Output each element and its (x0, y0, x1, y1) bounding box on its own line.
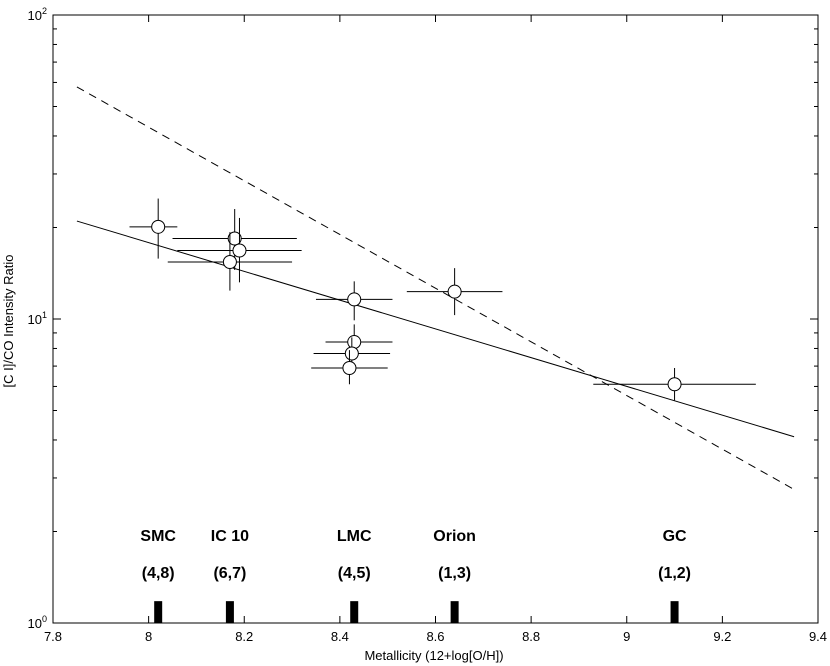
data-point (593, 367, 756, 401)
region-bar (450, 601, 459, 623)
region-name-label: IC 10 (211, 528, 249, 545)
y-tick-label: 101 (28, 310, 47, 327)
data-marker (347, 292, 362, 307)
data-marker (232, 243, 247, 258)
data-point (313, 337, 391, 370)
region-marker: GC (1,2) (658, 528, 691, 623)
data-point (177, 217, 302, 283)
region-bar (670, 601, 679, 623)
data-marker (151, 219, 166, 234)
data-point (325, 324, 393, 359)
region-count-label: (1,3) (438, 565, 471, 582)
y-axis-title: [C I]/CO Intensity Ratio (1, 255, 16, 388)
region-bar (350, 601, 359, 623)
x-tick-label: 9.2 (713, 629, 731, 644)
region-name-label: GC (663, 528, 687, 545)
data-point (129, 198, 178, 259)
x-tick-label: 8.2 (235, 629, 253, 644)
region-count-label: (1,2) (658, 565, 691, 582)
data-marker (222, 254, 237, 269)
x-tick-label: 9.4 (809, 629, 827, 644)
region-name-label: Orion (433, 528, 476, 545)
y-tick-label: 100 (28, 614, 47, 631)
region-marker: IC 10 (6,7) (211, 528, 249, 623)
data-marker (227, 231, 242, 246)
region-name-label: LMC (337, 528, 372, 545)
x-tick-label: 8.4 (331, 629, 349, 644)
data-marker (344, 346, 359, 361)
dashed-fit-line (76, 86, 795, 490)
x-tick-label: 8 (145, 629, 152, 644)
region-marker: SMC (4,8) (140, 528, 176, 623)
x-axis-title: Metallicity (12+log[O/H]) (364, 648, 503, 663)
solid-fit-line (76, 220, 795, 438)
data-point (315, 281, 393, 321)
x-tick-label: 8.8 (522, 629, 540, 644)
data-point (167, 232, 293, 291)
x-tick-label: 7.8 (44, 629, 62, 644)
data-marker (342, 360, 357, 375)
region-count-label: (6,7) (213, 565, 246, 582)
region-marker: LMC (4,5) (337, 528, 372, 623)
data-point (311, 350, 388, 385)
region-bar (154, 601, 163, 623)
data-marker (667, 377, 682, 392)
plot-area: 7.8 8 8.2 8.4 8.6 8.8 9 9.2 9.4 100 101 102 SMC (4,8)… (28, 6, 828, 644)
data-marker (447, 284, 462, 299)
region-count-label: (4,8) (142, 565, 175, 582)
region-count-label: (4,5) (338, 565, 371, 582)
y-tick-label: 102 (28, 6, 47, 23)
data-point (406, 268, 503, 316)
region-name-label: SMC (140, 528, 176, 545)
region-marker: Orion (1,3) (433, 528, 476, 623)
region-bar (225, 601, 234, 623)
data-marker (347, 335, 362, 350)
x-tick-label: 9 (623, 629, 630, 644)
x-tick-label: 8.6 (426, 629, 444, 644)
